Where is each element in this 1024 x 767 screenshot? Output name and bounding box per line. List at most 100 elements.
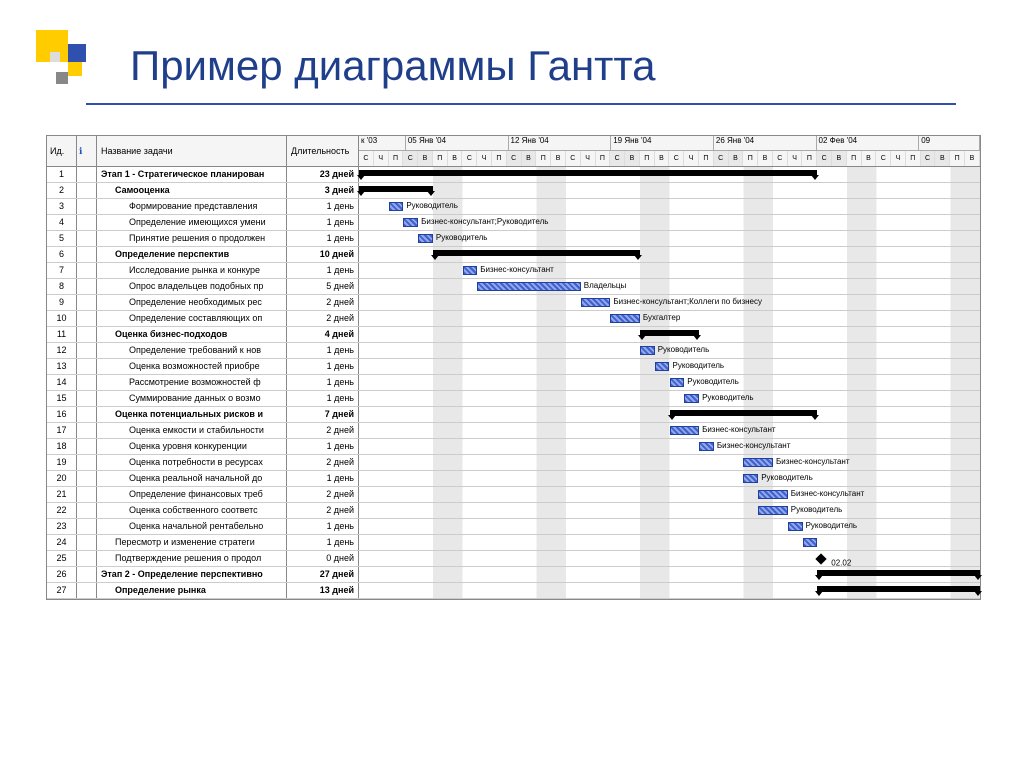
task-id: 24 bbox=[47, 535, 77, 550]
task-id: 18 bbox=[47, 439, 77, 454]
task-duration: 7 дней bbox=[287, 407, 359, 422]
day-header: В bbox=[655, 151, 670, 166]
week-header: 19 Янв '04 bbox=[611, 136, 714, 150]
task-chart-cell: Руководитель bbox=[359, 375, 980, 390]
task-row: 2Самооценка3 дней bbox=[47, 183, 980, 199]
task-name: Определение рынка bbox=[97, 583, 287, 598]
task-bar: Бизнес-консультант bbox=[758, 490, 788, 499]
task-row: 16Оценка потенциальных рисков и7 дней bbox=[47, 407, 980, 423]
task-row: 12Определение требований к нов1 деньРуко… bbox=[47, 343, 980, 359]
task-info bbox=[77, 583, 97, 598]
task-duration: 1 день bbox=[287, 519, 359, 534]
task-duration: 5 дней bbox=[287, 279, 359, 294]
task-chart-cell: Бизнес-консультант bbox=[359, 487, 980, 502]
task-duration: 3 дней bbox=[287, 183, 359, 198]
summary-bar bbox=[359, 186, 433, 192]
task-info bbox=[77, 167, 97, 182]
task-chart-cell bbox=[359, 407, 980, 422]
bar-label: Руководитель bbox=[436, 233, 488, 242]
task-name: Определение перспектив bbox=[97, 247, 287, 262]
task-info bbox=[77, 311, 97, 326]
task-duration: 2 дней bbox=[287, 423, 359, 438]
task-row: 9Определение необходимых рес2 днейБизнес… bbox=[47, 295, 980, 311]
task-info bbox=[77, 407, 97, 422]
task-name: Опрос владельцев подобных пр bbox=[97, 279, 287, 294]
task-bar bbox=[803, 538, 818, 547]
task-row: 20Оценка реальной начальной до1 деньРуко… bbox=[47, 471, 980, 487]
task-duration: 1 день bbox=[287, 199, 359, 214]
task-name: Принятие решения о продолжен bbox=[97, 231, 287, 246]
day-header: П bbox=[950, 151, 965, 166]
task-id: 26 bbox=[47, 567, 77, 582]
task-id: 23 bbox=[47, 519, 77, 534]
task-info bbox=[77, 263, 97, 278]
summary-bar bbox=[670, 410, 818, 416]
task-chart-cell bbox=[359, 535, 980, 550]
day-header: П bbox=[389, 151, 404, 166]
task-chart-cell: Бизнес-консультант bbox=[359, 455, 980, 470]
task-name: Оценка бизнес-подходов bbox=[97, 327, 287, 342]
task-bar: Руководитель bbox=[743, 474, 758, 483]
task-row: 11Оценка бизнес-подходов4 дней bbox=[47, 327, 980, 343]
task-duration: 2 дней bbox=[287, 311, 359, 326]
task-duration: 2 дней bbox=[287, 455, 359, 470]
task-name: Исследование рынка и конкуре bbox=[97, 263, 287, 278]
task-name: Оценка собственного соответс bbox=[97, 503, 287, 518]
task-chart-cell bbox=[359, 327, 980, 342]
task-name: Суммирование данных о возмо bbox=[97, 391, 287, 406]
task-row: 23Оценка начальной рентабельно1 деньРуко… bbox=[47, 519, 980, 535]
task-chart-cell: Руководитель bbox=[359, 199, 980, 214]
task-row: 13Оценка возможностей приобре1 деньРуков… bbox=[47, 359, 980, 375]
task-duration: 1 день bbox=[287, 343, 359, 358]
task-info bbox=[77, 343, 97, 358]
task-bar: Руководитель bbox=[640, 346, 655, 355]
task-id: 1 bbox=[47, 167, 77, 182]
task-id: 4 bbox=[47, 215, 77, 230]
task-bar: Бухгалтер bbox=[610, 314, 640, 323]
task-bar: Бизнес-консультант bbox=[463, 266, 478, 275]
day-header: П bbox=[743, 151, 758, 166]
bar-label: Бухгалтер bbox=[643, 313, 680, 322]
summary-bar bbox=[817, 586, 980, 592]
task-duration: 1 день bbox=[287, 359, 359, 374]
task-duration: 2 дней bbox=[287, 295, 359, 310]
milestone-marker: 02.02 bbox=[816, 553, 827, 564]
day-header: В bbox=[935, 151, 950, 166]
bar-label: Руководитель bbox=[658, 345, 710, 354]
week-header: 09 bbox=[919, 136, 980, 150]
slide-title: Пример диаграммы Гантта bbox=[130, 42, 656, 90]
task-info bbox=[77, 567, 97, 582]
task-duration: 1 день bbox=[287, 439, 359, 454]
day-header: С bbox=[566, 151, 581, 166]
task-info bbox=[77, 391, 97, 406]
task-bar: Владельцы bbox=[477, 282, 581, 291]
day-header: С bbox=[669, 151, 684, 166]
task-chart-cell: Бизнес-консультант bbox=[359, 423, 980, 438]
task-chart-cell: Руководитель bbox=[359, 343, 980, 358]
header-id: Ид. bbox=[47, 136, 77, 166]
day-header: С bbox=[714, 151, 729, 166]
day-header: С bbox=[876, 151, 891, 166]
task-id: 16 bbox=[47, 407, 77, 422]
day-header: С bbox=[773, 151, 788, 166]
task-bar: Бизнес-консультант;Коллеги по бизнесу bbox=[581, 298, 611, 307]
summary-bar bbox=[817, 570, 980, 576]
task-row: 26Этап 2 - Определение перспективно27 дн… bbox=[47, 567, 980, 583]
task-row: 14Рассмотрение возможностей ф1 деньРуков… bbox=[47, 375, 980, 391]
task-info bbox=[77, 327, 97, 342]
task-name: Определение требований к нов bbox=[97, 343, 287, 358]
task-chart-cell: Бухгалтер bbox=[359, 311, 980, 326]
task-chart-cell: 02.02 bbox=[359, 551, 980, 566]
bar-label: Руководитель bbox=[761, 473, 813, 482]
task-name: Этап 1 - Стратегическое планирован bbox=[97, 167, 287, 182]
day-header: В bbox=[551, 151, 566, 166]
task-row: 25Подтверждение решения о продол0 дней02… bbox=[47, 551, 980, 567]
task-id: 8 bbox=[47, 279, 77, 294]
day-header: П bbox=[640, 151, 655, 166]
task-duration: 13 дней bbox=[287, 583, 359, 598]
header-name: Название задачи bbox=[97, 136, 287, 166]
task-row: 4Определение имеющихся умени1 деньБизнес… bbox=[47, 215, 980, 231]
task-info bbox=[77, 487, 97, 502]
week-header: к '03 bbox=[359, 136, 406, 150]
task-id: 22 bbox=[47, 503, 77, 518]
